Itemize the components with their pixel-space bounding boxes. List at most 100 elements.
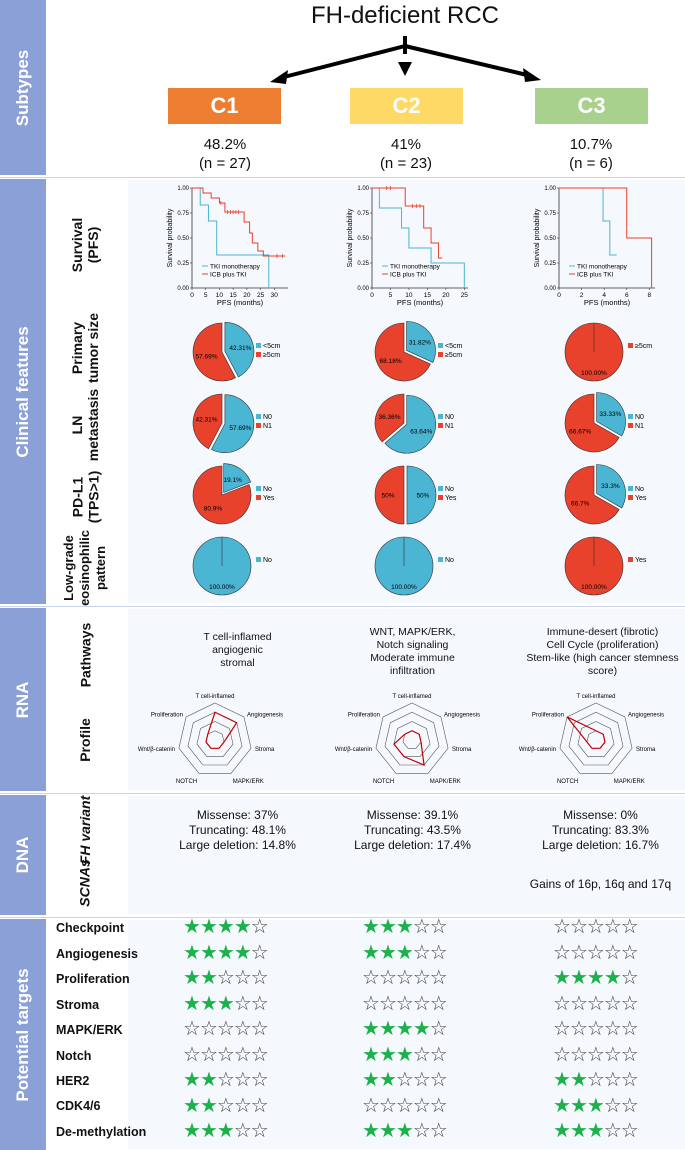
star-empty-icon: ☆ <box>620 941 639 964</box>
divider <box>0 793 685 794</box>
pie-c2-ln: 63.64% 36.36% N0 N1 <box>374 393 454 454</box>
star-filled-icon: ★ <box>569 1069 588 1091</box>
star-filled-icon: ★ <box>378 1069 397 1091</box>
km-xtick-label: 10 <box>405 292 413 299</box>
star-rating: ☆☆☆☆☆ <box>553 941 639 964</box>
pie-slice <box>211 394 255 454</box>
km-legend-label: ICB plus TKI <box>390 272 427 279</box>
km-ylabel: Survival probability <box>534 208 541 267</box>
target-label: De-methylation <box>56 1125 147 1139</box>
star-filled-icon: ★ <box>183 967 201 989</box>
pie-legend-label: Yes <box>635 495 647 502</box>
pie-legend-swatch <box>438 423 443 428</box>
pie-slice <box>564 465 620 525</box>
section-band-targets: Potential targets <box>0 919 46 1150</box>
star-empty-icon: ☆ <box>378 992 397 1015</box>
star-filled-icon: ★ <box>216 916 235 938</box>
km-ytick-label: 0.50 <box>357 236 369 242</box>
star-empty-icon: ☆ <box>378 967 397 989</box>
pie-legend-swatch <box>438 495 443 500</box>
star-rating: ★★★☆☆ <box>362 916 448 938</box>
pie-slice <box>384 394 437 454</box>
pie-slice-label: 68.18% <box>380 358 402 365</box>
km-xtick-label: 2 <box>580 292 584 299</box>
star-filled-icon: ★ <box>199 967 218 989</box>
star-rating: ☆☆☆☆☆ <box>362 992 448 1015</box>
page-title: FH-deficient RCC <box>310 2 500 29</box>
pie-c1-tumor-size: 42.31% 57.69% <5cm ≥5cm <box>192 321 280 382</box>
pie-slice-label: 33.33% <box>599 411 621 418</box>
radar-c3: T cell-inflamed Angiogenesis Stroma MAPK/ER… <box>519 694 664 785</box>
km-legend-label: ICB plus TKI <box>210 272 247 279</box>
km-xlabel: PFS (months) <box>584 298 631 307</box>
star-empty-icon: ☆ <box>250 941 269 964</box>
pathways-c2: WNT, MAPK/ERK, Notch signaling Moderate … <box>369 626 456 677</box>
star-rating: ☆☆☆☆☆ <box>183 1043 269 1066</box>
star-rating: ★★★☆☆ <box>362 1120 448 1142</box>
star-rating: ☆☆☆☆☆ <box>553 916 639 938</box>
star-filled-icon: ★ <box>362 1120 380 1142</box>
radar-axis-label: Wnt/β-catenin <box>335 747 372 753</box>
radar-axis-label: Wnt/β-catenin <box>519 747 556 753</box>
star-empty-icon: ☆ <box>569 992 588 1015</box>
star-empty-icon: ☆ <box>553 1018 571 1040</box>
star-filled-icon: ★ <box>378 916 397 938</box>
pie-slice-label: 100.00% <box>581 370 607 377</box>
star-empty-icon: ☆ <box>250 916 269 938</box>
star-filled-icon: ★ <box>183 1120 201 1142</box>
star-filled-icon: ★ <box>183 992 201 1015</box>
star-rating: ★★☆☆☆ <box>183 1094 269 1117</box>
pie-legend-label: <5cm <box>263 343 280 350</box>
subtype-c1-proportion: 48.2% (n = 27) <box>135 135 315 173</box>
pie-slice-label: 57.69% <box>229 425 251 432</box>
star-rating: ★★★☆☆ <box>362 943 448 963</box>
pie-slice <box>374 393 405 443</box>
star-empty-icon: ☆ <box>429 1120 448 1142</box>
star-rating: ★★★★☆ <box>362 1019 448 1039</box>
pie-slice-label: 31.82% <box>409 339 431 346</box>
radar-axis-label: Stroma <box>452 747 472 753</box>
star-empty-icon: ☆ <box>603 916 622 938</box>
pie-slice-label: 50% <box>382 493 395 500</box>
radar-axis-label: Angiogenesis <box>628 712 664 718</box>
km-plot-c2: 1.00 0.75 0.50 0.25 0.000 5 10 15 20 25 PFS (month… <box>347 186 468 307</box>
radar-grid-ring <box>577 721 615 757</box>
pie-slice-label: 80.9% <box>204 506 223 513</box>
radar-grid-ring <box>375 702 449 774</box>
star-empty-icon: ☆ <box>603 1120 622 1142</box>
row-label-pathways: Pathways <box>77 622 93 688</box>
divider <box>0 917 685 918</box>
star-empty-icon: ☆ <box>362 1094 380 1117</box>
km-ytick-label: 0.25 <box>544 261 556 267</box>
row-label-pdl1: PD-L1 (TPS>1) <box>68 470 101 524</box>
divider <box>0 177 685 178</box>
radar-c1: T cell-inflamed Angiogenesis Stroma MAPK/ER… <box>138 694 283 785</box>
pie-slice <box>564 393 620 453</box>
row-label-survival: Survival (PFS) <box>68 217 101 273</box>
radar-axis-label: Angiogenesis <box>247 712 283 718</box>
star-empty-icon: ☆ <box>216 1069 235 1091</box>
star-empty-icon: ☆ <box>199 1043 218 1066</box>
star-filled-icon: ★ <box>395 1120 414 1142</box>
pie-c3-tumor-size: 100.00% ≥5cm <box>564 322 652 382</box>
star-empty-icon: ☆ <box>216 1094 235 1117</box>
star-empty-icon: ☆ <box>603 941 622 964</box>
pie-legend-swatch <box>256 343 261 348</box>
pie-legend-label: N0 <box>635 414 644 421</box>
star-empty-icon: ☆ <box>395 967 414 989</box>
km-ytick-label: 0.50 <box>544 236 556 242</box>
row-label-tumor-size: Primary tumor size <box>69 312 102 383</box>
targets-background <box>128 920 685 1149</box>
km-ytick-label: 0.00 <box>544 286 556 292</box>
km-ylabel: Survival probability <box>347 208 354 267</box>
star-empty-icon: ☆ <box>412 1094 431 1117</box>
c2-percent: 41% <box>390 136 422 153</box>
row-label-scnas: SCNAs <box>77 858 93 907</box>
pie-c2-low-grade: 100.00% No <box>374 536 454 596</box>
pie-slice <box>406 321 436 363</box>
pie-legend-swatch <box>438 352 443 357</box>
km-xtick-label: 0 <box>370 292 374 299</box>
km-xtick-label: 20 <box>442 292 450 299</box>
star-filled-icon: ★ <box>362 916 380 938</box>
star-empty-icon: ☆ <box>586 992 605 1015</box>
